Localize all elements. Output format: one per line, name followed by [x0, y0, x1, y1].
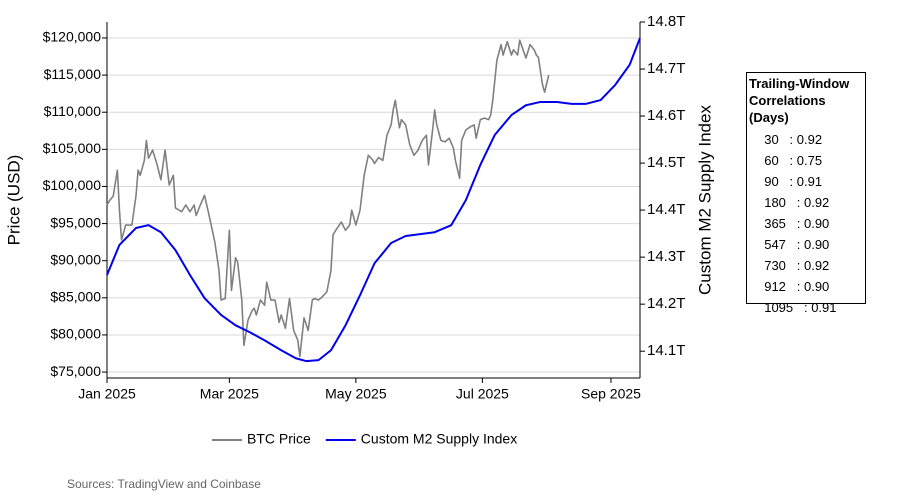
table-body: 30 : 0.92 60 : 0.75 90 : 0.91 180 : 0.92…	[749, 129, 865, 318]
y2-tick-label: 14.8T	[647, 13, 685, 30]
series-line	[106, 37, 641, 363]
y-tick-label: $115,000	[44, 66, 102, 82]
y2-tick-label: 14.3T	[647, 248, 685, 265]
table-row: 365 : 0.90	[757, 216, 830, 231]
table-row: 60 : 0.75	[757, 153, 823, 168]
table-title: Trailing-Window Correlations (Days)	[749, 76, 850, 125]
y-tick-label: $85,000	[50, 289, 101, 305]
x-tick-label: Jul 2025	[456, 386, 509, 402]
legend-label: Custom M2 Supply Index	[361, 431, 517, 447]
source-note: Sources: TradingView and Coinbase	[67, 477, 261, 491]
correlation-table: Trailing-Window Correlations (Days) 30 :…	[746, 72, 866, 315]
y-tick-label: $90,000	[50, 251, 101, 267]
x-tick-label: Jan 2025	[78, 386, 136, 402]
y2-tick-label: 14.6T	[647, 107, 685, 124]
table-row: 30 : 0.92	[757, 132, 823, 147]
table-row: 912 : 0.90	[757, 279, 830, 294]
y2-tick-label: 14.4T	[647, 201, 685, 218]
table-row: 90 : 0.91	[757, 174, 823, 189]
y-tick-label: $100,000	[43, 177, 102, 193]
x-tick-label: Sep 2025	[581, 386, 641, 402]
table-row: 1095 : 0.91	[757, 300, 837, 315]
legend-item: BTC Price	[212, 431, 311, 447]
table-row: 547 : 0.90	[757, 237, 830, 252]
y-tick-label: $105,000	[43, 140, 102, 156]
y-axis-title: Price (USD)	[4, 155, 23, 246]
y2-tick-label: 14.7T	[647, 60, 685, 77]
y-tick-label: $110,000	[44, 103, 102, 119]
series-line	[106, 39, 550, 358]
y-tick-label: $95,000	[50, 214, 101, 230]
y-tick-label: $75,000	[50, 363, 101, 379]
y2-tick-label: 14.2T	[647, 295, 685, 312]
table-row: 730 : 0.92	[757, 258, 830, 273]
x-tick-label: Mar 2025	[200, 386, 259, 402]
table-row: 180 : 0.92	[757, 195, 830, 210]
legend-item: Custom M2 Supply Index	[325, 431, 517, 447]
x-tick-label: May 2025	[325, 386, 387, 402]
y2-axis-title: Custom M2 Supply Index	[695, 105, 714, 295]
y-tick-label: $120,000	[43, 29, 102, 45]
y-tick-label: $80,000	[50, 326, 101, 342]
legend-label: BTC Price	[247, 431, 311, 447]
y2-tick-label: 14.1T	[647, 342, 685, 359]
y2-tick-label: 14.5T	[647, 154, 685, 171]
